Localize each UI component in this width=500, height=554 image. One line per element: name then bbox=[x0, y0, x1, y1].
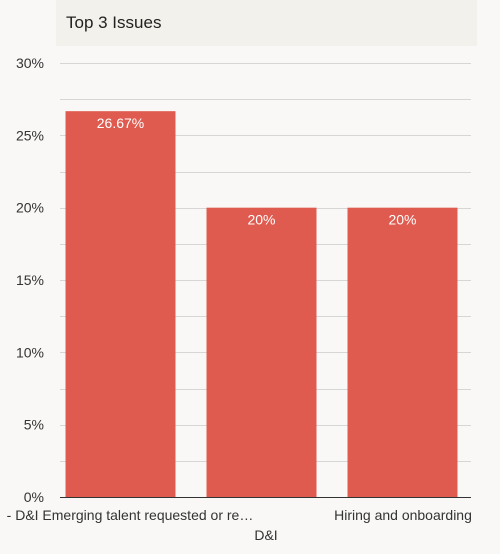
y-tick-label: 25% bbox=[16, 127, 44, 143]
x-tick-label: D&I bbox=[254, 527, 277, 543]
y-tick-label: 5% bbox=[24, 417, 44, 433]
bar-value-label: 26.67% bbox=[97, 115, 144, 131]
y-tick-label: 30% bbox=[16, 55, 44, 71]
x-tick-label: - D&I Emerging talent requested or re… bbox=[7, 507, 254, 523]
y-axis-ticks: 0% 5% 10% 15% 20% 25% 30% bbox=[16, 55, 44, 505]
y-tick-label: 15% bbox=[16, 272, 44, 288]
x-tick-label: Hiring and onboarding bbox=[334, 507, 472, 523]
chart-title: Top 3 Issues bbox=[66, 13, 162, 32]
y-tick-label: 0% bbox=[24, 489, 44, 505]
chart-title-bar: Top 3 Issues bbox=[56, 0, 477, 46]
x-axis-ticks: - D&I Emerging talent requested or re…D&… bbox=[7, 507, 472, 543]
y-tick-label: 10% bbox=[16, 344, 44, 360]
bar-value-label: 20% bbox=[247, 212, 275, 228]
y-tick-label: 20% bbox=[16, 200, 44, 216]
bar[interactable] bbox=[347, 207, 458, 497]
bar[interactable] bbox=[65, 111, 176, 497]
bars bbox=[65, 111, 458, 497]
bar-value-label: 20% bbox=[388, 212, 416, 228]
bar[interactable] bbox=[206, 207, 317, 497]
data-labels: 26.67% 20% 20% bbox=[97, 115, 417, 227]
